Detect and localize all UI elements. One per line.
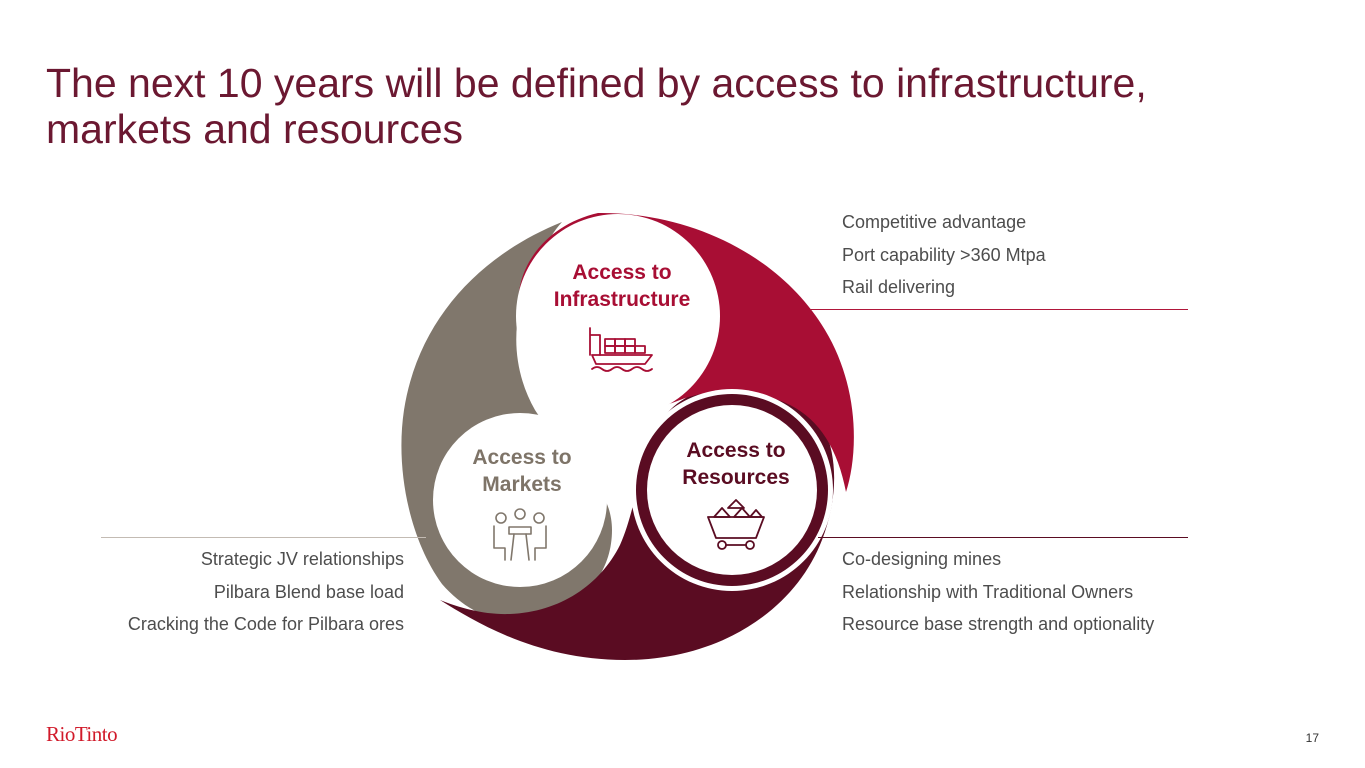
resources-label: Access to Resources (682, 439, 790, 489)
infrastructure-point: Competitive advantage (842, 212, 1027, 232)
cargo-ship-icon (589, 327, 653, 372)
resources-point: Relationship with Traditional Owners (842, 581, 1134, 602)
infrastructure-point: Port capability >360 Mtpa (842, 244, 1046, 265)
resources-circle (647, 405, 817, 575)
markets-circle (433, 413, 607, 587)
rio-tinto-logo: RioTinto (46, 722, 118, 746)
resources-divider (818, 537, 1188, 538)
ore-cart-icon (707, 499, 765, 550)
infrastructure-divider (810, 309, 1188, 310)
resources-points: Co-designing mines Relationship with Tra… (842, 543, 1154, 641)
page-title: The next 10 years will be defined by acc… (46, 60, 1147, 152)
markets-label: Access to Markets (472, 446, 572, 496)
markets-divider (101, 537, 426, 538)
markets-point: Cracking the Code for Pilbara ores (127, 614, 404, 634)
infrastructure-label: Access to Infrastructure (553, 261, 691, 311)
infrastructure-point: Rail delivering (842, 277, 956, 297)
meeting-table-icon (493, 508, 547, 561)
resources-point: Resource base strength and optionality (842, 614, 1155, 634)
markets-points: Strategic JV relationships Pilbara Blend… (128, 543, 404, 641)
resources-point: Co-designing mines (842, 549, 1002, 569)
infrastructure-inner (526, 224, 710, 408)
infrastructure-points: Competitive advantage Port capability >3… (842, 206, 1046, 304)
markets-point: Strategic JV relationships (200, 549, 404, 569)
page-number: 17 (1305, 731, 1319, 745)
markets-point: Pilbara Blend base load (213, 581, 404, 602)
